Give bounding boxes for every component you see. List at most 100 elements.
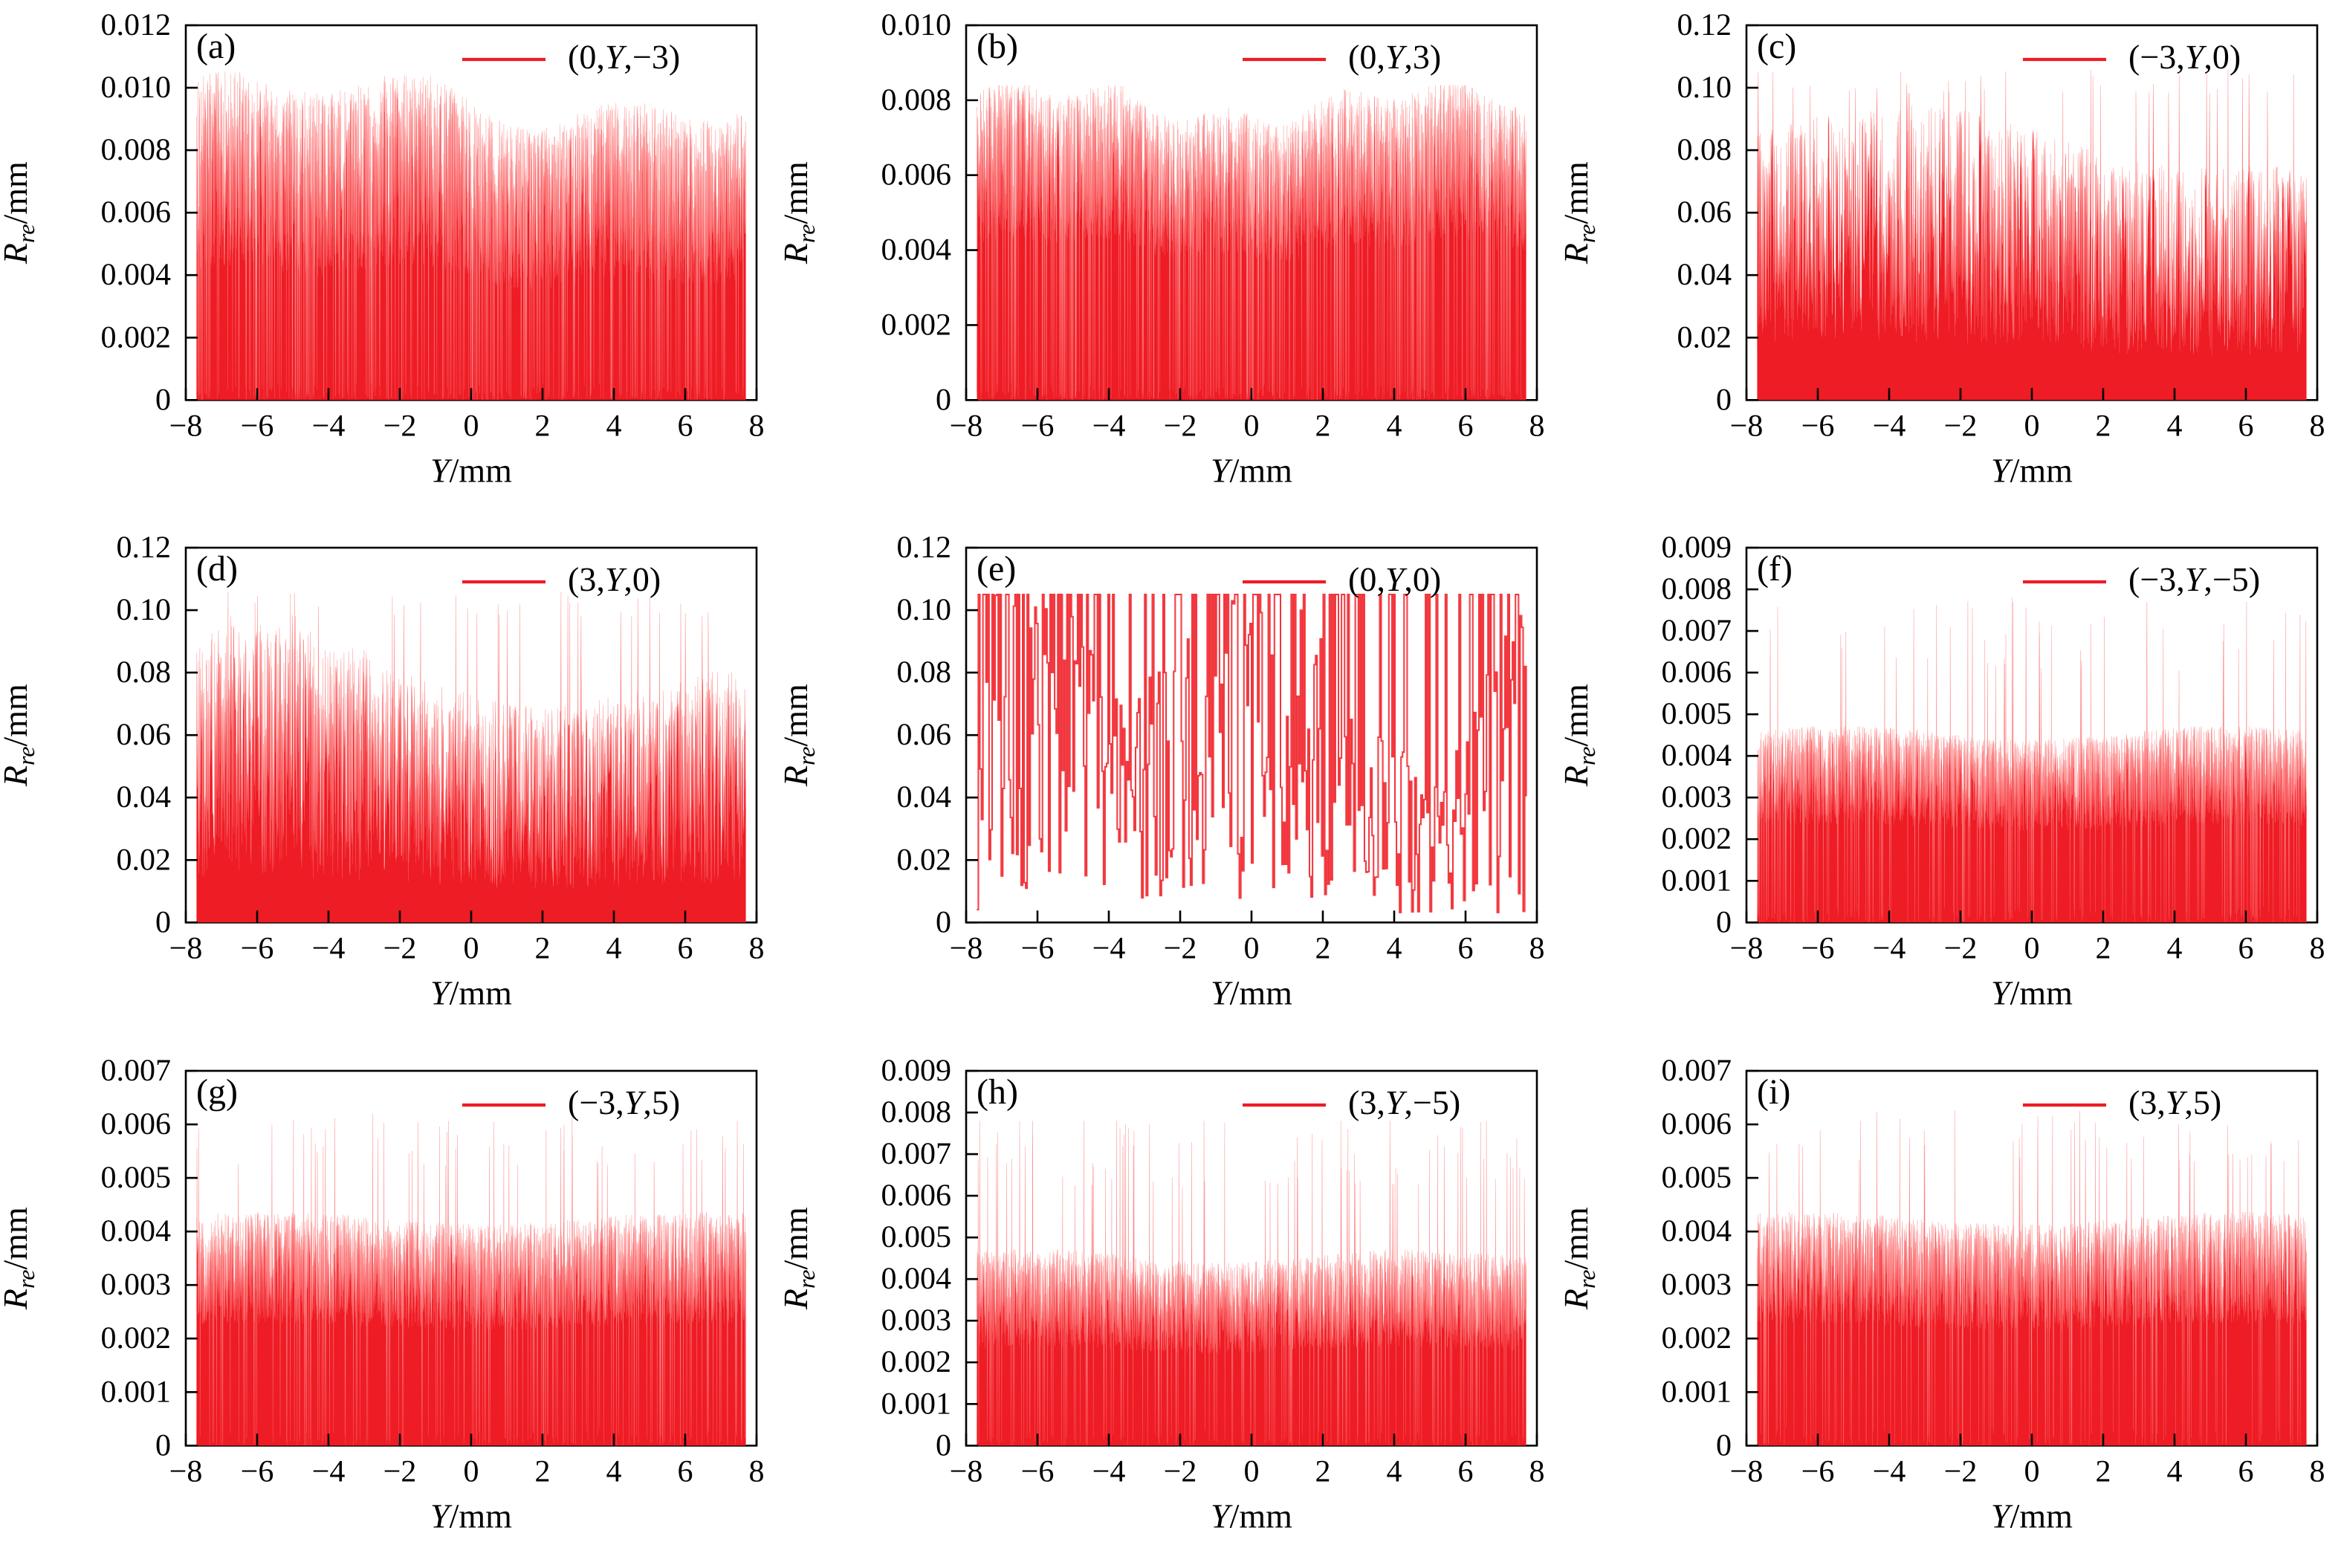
svg-text:Rre/mm: Rre/mm [780, 1207, 820, 1310]
svg-text:0.010: 0.010 [881, 8, 951, 42]
svg-text:0.04: 0.04 [897, 781, 951, 815]
svg-text:Rre/mm: Rre/mm [780, 161, 820, 265]
svg-text:−4: −4 [1873, 932, 1906, 966]
svg-text:−6: −6 [241, 932, 274, 966]
svg-text:0.004: 0.004 [881, 1262, 951, 1296]
svg-text:Rre/mm: Rre/mm [0, 684, 39, 787]
svg-text:−8: −8 [950, 1454, 983, 1488]
svg-text:0.10: 0.10 [897, 593, 951, 627]
svg-text:6: 6 [1457, 932, 1473, 966]
svg-text:2: 2 [2095, 409, 2111, 443]
svg-text:Y/mm: Y/mm [1991, 974, 2073, 1012]
svg-text:−6: −6 [241, 1454, 274, 1488]
svg-text:Rre/mm: Rre/mm [0, 1207, 39, 1310]
svg-text:−6: −6 [1801, 1454, 1835, 1488]
svg-text:(i): (i) [1757, 1072, 1790, 1112]
svg-text:−2: −2 [383, 932, 417, 966]
svg-text:−6: −6 [1021, 409, 1055, 443]
svg-text:−2: −2 [1944, 409, 1978, 443]
svg-text:4: 4 [2166, 1454, 2182, 1488]
svg-text:0.002: 0.002 [881, 308, 951, 342]
svg-text:6: 6 [1457, 1454, 1473, 1488]
svg-text:0: 0 [1243, 409, 1259, 443]
svg-text:6: 6 [677, 932, 693, 966]
svg-text:4: 4 [2166, 932, 2182, 966]
svg-text:0.007: 0.007 [1662, 614, 1732, 648]
svg-text:0.003: 0.003 [881, 1303, 951, 1338]
svg-text:−6: −6 [1801, 932, 1835, 966]
svg-text:(g): (g) [196, 1072, 238, 1112]
svg-text:0.006: 0.006 [1662, 1107, 1732, 1141]
svg-text:−6: −6 [1021, 1454, 1055, 1488]
svg-text:(c): (c) [1757, 27, 1796, 66]
svg-text:(3,Y,5): (3,Y,5) [2128, 1083, 2221, 1121]
svg-text:0.02: 0.02 [1677, 320, 1732, 354]
svg-text:6: 6 [677, 1454, 693, 1488]
svg-text:Y/mm: Y/mm [430, 1497, 512, 1535]
svg-text:0.04: 0.04 [117, 781, 171, 815]
svg-text:Y/mm: Y/mm [1211, 1497, 1292, 1535]
svg-text:6: 6 [1457, 409, 1473, 443]
svg-text:0.006: 0.006 [881, 1179, 951, 1213]
svg-text:8: 8 [1529, 1454, 1544, 1488]
svg-text:(0,Y,0): (0,Y,0) [1348, 560, 1441, 598]
svg-text:0.004: 0.004 [881, 233, 951, 268]
svg-text:0.007: 0.007 [101, 1054, 171, 1088]
svg-text:4: 4 [1386, 1454, 1402, 1488]
svg-text:(3,Y,−5): (3,Y,−5) [1348, 1083, 1460, 1121]
svg-text:0.004: 0.004 [101, 258, 171, 292]
svg-text:−2: −2 [1164, 932, 1197, 966]
svg-text:Y/mm: Y/mm [430, 974, 512, 1012]
svg-text:0: 0 [463, 1454, 479, 1488]
svg-text:0.004: 0.004 [1662, 739, 1732, 774]
svg-text:−6: −6 [241, 409, 274, 443]
svg-text:8: 8 [2309, 409, 2325, 443]
svg-text:0.04: 0.04 [1677, 258, 1732, 292]
svg-text:0.005: 0.005 [1662, 697, 1732, 731]
svg-text:0.007: 0.007 [1662, 1054, 1732, 1088]
svg-text:−2: −2 [1944, 932, 1978, 966]
svg-text:0.005: 0.005 [1662, 1161, 1732, 1195]
svg-text:−4: −4 [1092, 409, 1126, 443]
svg-text:8: 8 [748, 1454, 764, 1488]
svg-text:−8: −8 [1730, 1454, 1764, 1488]
svg-text:0: 0 [463, 409, 479, 443]
svg-text:0.006: 0.006 [1662, 655, 1732, 690]
svg-text:Rre/mm: Rre/mm [1561, 1207, 1600, 1310]
svg-text:0.001: 0.001 [881, 1387, 951, 1421]
svg-text:2: 2 [534, 932, 550, 966]
svg-text:0.12: 0.12 [117, 531, 171, 565]
svg-text:2: 2 [1315, 409, 1330, 443]
svg-text:0.008: 0.008 [881, 83, 951, 117]
svg-text:0.02: 0.02 [897, 843, 951, 878]
svg-text:−8: −8 [169, 409, 203, 443]
svg-text:0.08: 0.08 [117, 655, 171, 690]
svg-text:−8: −8 [169, 1454, 203, 1488]
svg-text:−2: −2 [1164, 409, 1197, 443]
svg-text:(b): (b) [977, 27, 1018, 66]
svg-text:(f): (f) [1757, 549, 1793, 589]
svg-text:0.006: 0.006 [101, 195, 171, 230]
svg-text:Rre/mm: Rre/mm [1561, 684, 1600, 787]
svg-text:(h): (h) [977, 1072, 1018, 1112]
svg-text:8: 8 [1529, 409, 1544, 443]
svg-text:0.003: 0.003 [101, 1268, 171, 1302]
svg-text:(0,Y,3): (0,Y,3) [1348, 38, 1441, 76]
svg-text:Rre/mm: Rre/mm [0, 161, 39, 265]
svg-text:0.001: 0.001 [1662, 1375, 1732, 1409]
svg-text:0: 0 [1243, 1454, 1259, 1488]
svg-text:0: 0 [2024, 1454, 2039, 1488]
svg-text:−2: −2 [1944, 1454, 1978, 1488]
svg-text:−8: −8 [1730, 932, 1764, 966]
svg-text:Y/mm: Y/mm [430, 451, 512, 489]
svg-text:0.009: 0.009 [881, 1054, 951, 1088]
svg-text:(−3,Y,5): (−3,Y,5) [568, 1083, 680, 1121]
svg-text:−4: −4 [312, 409, 346, 443]
svg-text:0.012: 0.012 [101, 8, 171, 42]
svg-text:−4: −4 [312, 932, 346, 966]
svg-text:0.001: 0.001 [101, 1375, 171, 1409]
svg-text:8: 8 [748, 409, 764, 443]
svg-text:−2: −2 [383, 409, 417, 443]
svg-text:2: 2 [534, 409, 550, 443]
svg-text:0.007: 0.007 [881, 1137, 951, 1171]
